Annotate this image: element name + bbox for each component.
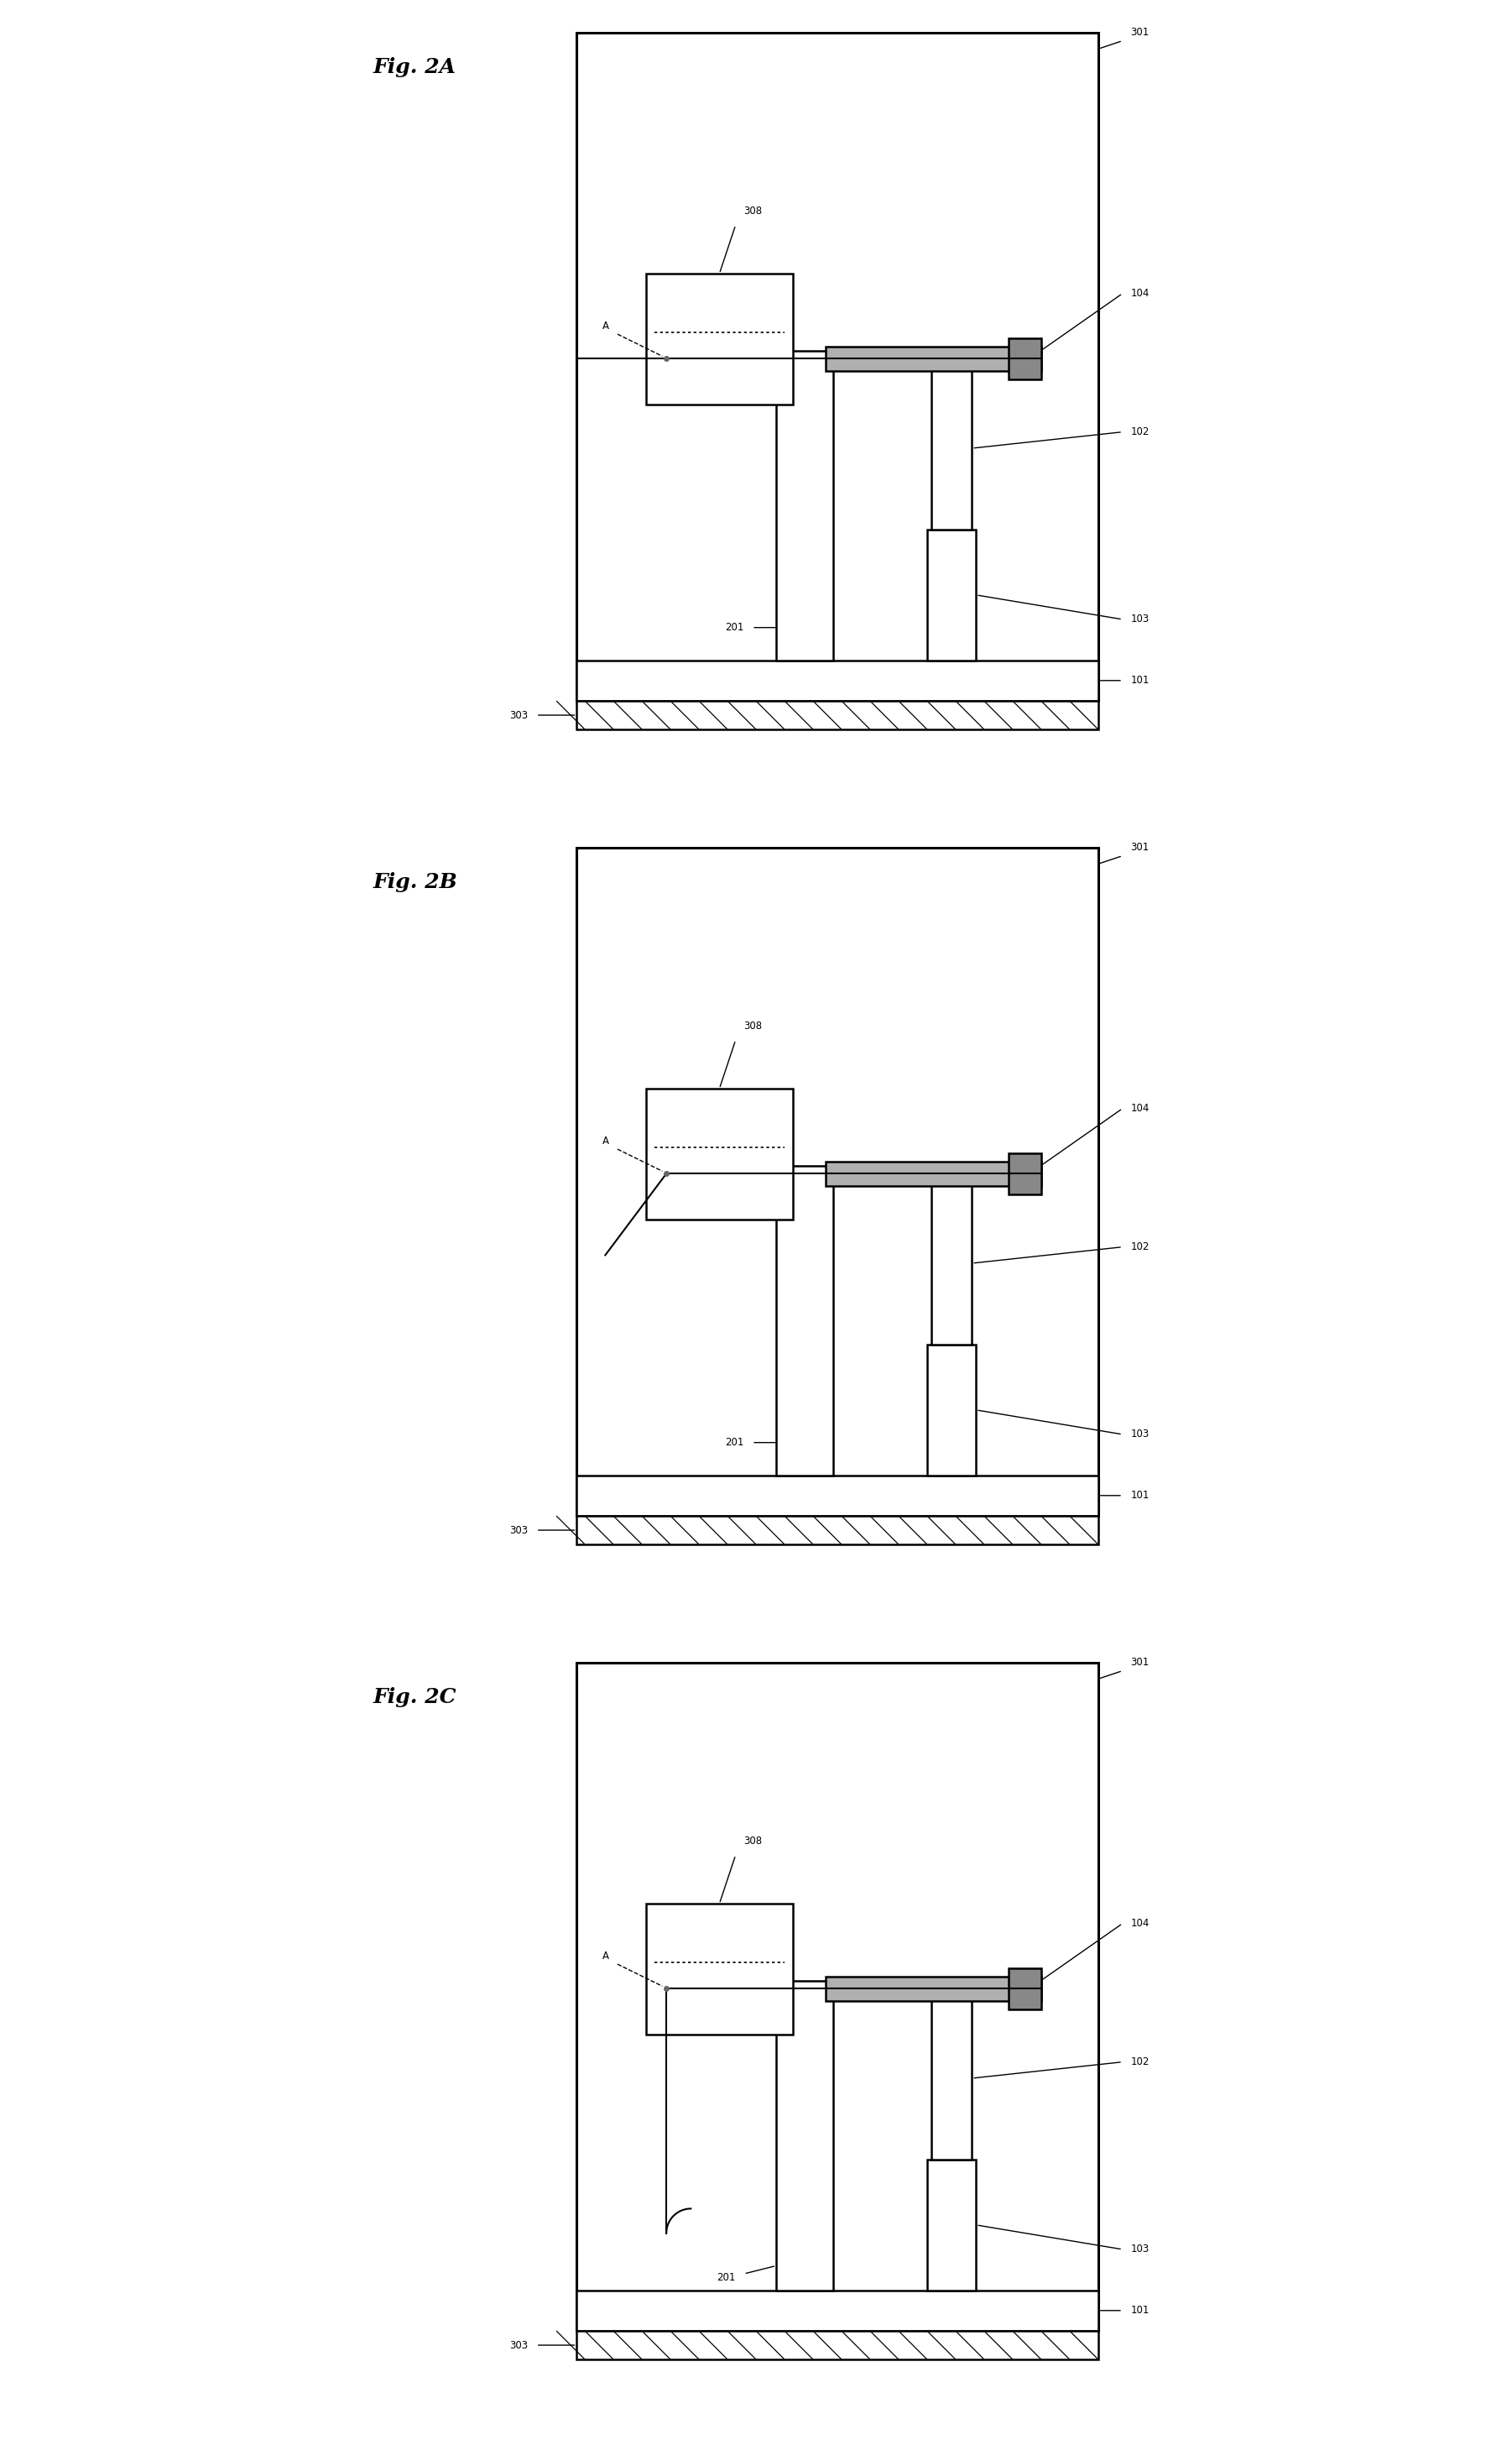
- Bar: [927, 2159, 975, 2291]
- Bar: [646, 274, 792, 403]
- Text: 303: 303: [510, 709, 528, 721]
- Bar: [576, 1663, 1098, 2330]
- Text: 308: 308: [744, 205, 762, 218]
- Bar: [646, 1905, 792, 2034]
- Text: 104: 104: [1131, 1103, 1149, 1115]
- Text: 303: 303: [510, 2340, 528, 2350]
- Text: F: F: [780, 1108, 786, 1120]
- Text: 102: 102: [1131, 2056, 1149, 2068]
- Bar: [576, 1474, 1098, 1516]
- Text: 201: 201: [726, 1438, 744, 1447]
- Bar: [646, 1088, 792, 1220]
- Bar: [826, 347, 1042, 372]
- Bar: [826, 1976, 1042, 2000]
- Text: F: F: [780, 293, 786, 303]
- Text: 308: 308: [744, 1836, 762, 1846]
- Bar: [576, 2330, 1098, 2359]
- Bar: [576, 32, 1098, 702]
- Text: 102: 102: [1131, 425, 1149, 438]
- Text: Fig. 2B: Fig. 2B: [373, 873, 458, 892]
- Bar: [927, 531, 975, 660]
- Bar: [576, 848, 1098, 1516]
- Text: 101: 101: [1131, 1489, 1149, 1501]
- Text: A: A: [603, 1951, 609, 1961]
- Text: 308: 308: [744, 1022, 762, 1032]
- Text: 301: 301: [1131, 841, 1149, 853]
- Bar: [931, 1998, 972, 2159]
- Text: 303: 303: [510, 1526, 528, 1535]
- Bar: [1009, 1968, 1042, 2010]
- Bar: [1009, 1154, 1042, 1193]
- Text: Fig. 2A: Fig. 2A: [373, 56, 457, 78]
- Text: 201: 201: [726, 621, 744, 633]
- Bar: [776, 350, 833, 660]
- Text: 103: 103: [1131, 2245, 1149, 2254]
- Bar: [576, 2291, 1098, 2330]
- Text: 301: 301: [1131, 1658, 1149, 1667]
- Bar: [776, 1166, 833, 1474]
- Text: 201: 201: [717, 2271, 736, 2284]
- Bar: [931, 1181, 972, 1345]
- Bar: [1009, 337, 1042, 379]
- Bar: [576, 660, 1098, 702]
- Text: 104: 104: [1131, 1917, 1149, 1929]
- Text: F: F: [780, 1922, 786, 1934]
- Text: A: A: [603, 1134, 609, 1147]
- Text: 101: 101: [1131, 675, 1149, 687]
- Text: 301: 301: [1131, 27, 1149, 39]
- Bar: [826, 1161, 1042, 1186]
- Bar: [776, 1980, 833, 2291]
- Text: 101: 101: [1131, 2306, 1149, 2315]
- Bar: [931, 367, 972, 531]
- Text: 104: 104: [1131, 289, 1149, 298]
- Text: 103: 103: [1131, 614, 1149, 626]
- Text: Fig. 2C: Fig. 2C: [373, 1687, 457, 1707]
- Bar: [927, 1345, 975, 1474]
- Text: 103: 103: [1131, 1428, 1149, 1440]
- Text: A: A: [603, 320, 609, 333]
- Bar: [576, 1516, 1098, 1545]
- Bar: [576, 702, 1098, 729]
- Text: 102: 102: [1131, 1242, 1149, 1252]
